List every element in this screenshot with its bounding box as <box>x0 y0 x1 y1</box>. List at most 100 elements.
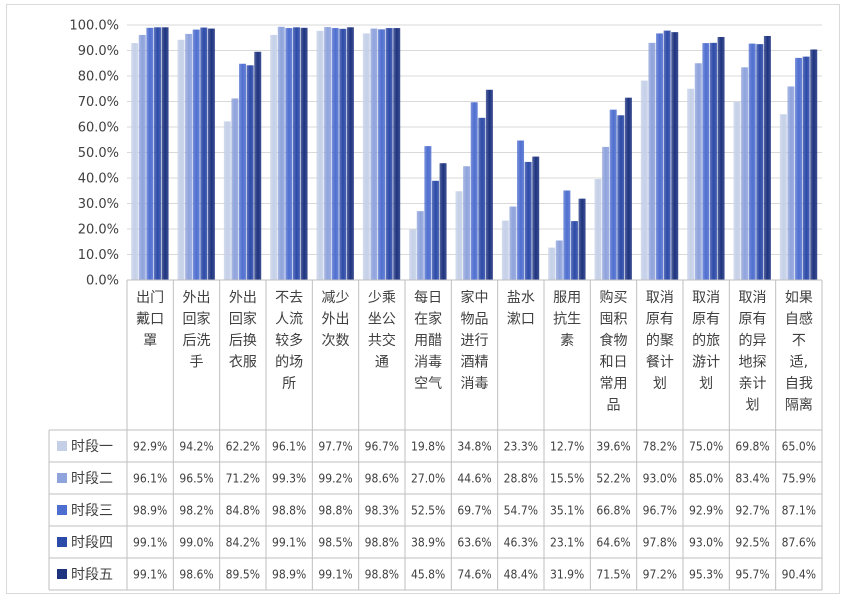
category-label: 后洗 <box>183 333 211 349</box>
data-table-cell: 84.2% <box>226 536 260 550</box>
data-table-cell: 93.0% <box>643 472 677 486</box>
bar <box>640 80 648 280</box>
data-table-cell: 98.8% <box>365 568 399 582</box>
data-table-cell: 64.6% <box>596 536 630 550</box>
legend-label: 时段二 <box>71 471 113 487</box>
category-label: 手 <box>190 355 204 371</box>
category-label: 自我 <box>785 376 813 392</box>
bar <box>393 28 401 281</box>
bar <box>478 117 486 280</box>
category-label: 酒精 <box>461 355 489 371</box>
data-table-cell: 98.8% <box>318 504 352 518</box>
category-label: 共交 <box>368 332 396 349</box>
category-label: 人流 <box>275 312 303 328</box>
bar <box>748 43 756 280</box>
category-label: 地探 <box>739 355 767 371</box>
data-table-cell: 35.1% <box>550 504 584 518</box>
category-label: 外出 <box>229 290 257 306</box>
data-table-cell: 97.8% <box>643 536 677 550</box>
bar <box>470 102 478 280</box>
data-table-cell: 90.4% <box>782 568 816 582</box>
category-label: 自感 <box>785 311 813 328</box>
bar <box>810 49 818 281</box>
bar <box>709 42 717 280</box>
category-label: 坐公 <box>368 312 396 328</box>
category-label: 素 <box>560 333 574 349</box>
bar <box>687 88 695 280</box>
legend-label: 时段五 <box>71 567 113 583</box>
data-table-cell: 54.7% <box>504 504 538 518</box>
category-label: 抗生 <box>553 312 581 328</box>
bar <box>624 97 632 280</box>
bar <box>146 27 154 281</box>
data-table-cell: 23.1% <box>550 536 584 550</box>
category-label: 和日 <box>600 355 628 371</box>
bar <box>617 115 625 281</box>
legend-swatch <box>57 441 67 451</box>
category-label: 物品 <box>461 312 489 328</box>
y-tick-label: 20.0% <box>78 223 119 238</box>
category-label: 衣服 <box>229 355 257 371</box>
data-table-cell: 48.4% <box>504 568 538 582</box>
data-table-cell: 78.2% <box>643 440 677 454</box>
y-tick-label: 30.0% <box>78 197 119 212</box>
bar <box>694 63 702 280</box>
category-label: 消毒 <box>414 355 442 371</box>
category-label: 常用 <box>600 376 628 392</box>
category-label: 划 <box>746 398 760 414</box>
bar <box>270 34 278 280</box>
data-table-cell: 52.5% <box>411 504 445 518</box>
legend-swatch <box>57 569 67 579</box>
bar <box>153 27 161 281</box>
bar <box>656 33 664 280</box>
category-label: 食物 <box>600 332 628 349</box>
data-table-cell: 98.6% <box>365 472 399 486</box>
bar <box>316 30 324 280</box>
data-table-cell: 46.3% <box>504 536 538 550</box>
bar <box>509 206 517 280</box>
data-table-cell: 96.7% <box>643 504 677 518</box>
category-label: 适, <box>790 355 808 371</box>
data-table-cell: 99.1% <box>272 536 306 550</box>
category-label: 取消 <box>646 290 674 306</box>
category-label: 较多 <box>275 332 303 349</box>
bar <box>756 44 764 280</box>
category-label: 餐计 <box>646 355 674 371</box>
bar <box>563 190 571 280</box>
category-label: 外出 <box>322 312 350 328</box>
category-label: 进行 <box>461 333 489 349</box>
data-table-cell: 66.8% <box>596 504 630 518</box>
bar <box>161 27 169 281</box>
bar <box>594 179 602 280</box>
y-tick-label: 50.0% <box>78 146 119 161</box>
data-table-cell: 62.2% <box>226 440 260 454</box>
category-label: 划 <box>653 376 667 392</box>
category-label: 每日 <box>414 290 442 306</box>
data-table-cell: 98.5% <box>318 536 352 550</box>
bar <box>324 27 332 281</box>
category-label: 服用 <box>553 290 581 306</box>
y-tick-label: 80.0% <box>78 70 119 85</box>
bar <box>555 240 563 280</box>
category-label: 回家 <box>183 311 211 328</box>
legend-label: 时段三 <box>71 503 113 519</box>
category-label: 的异 <box>739 333 767 349</box>
bar <box>717 36 725 280</box>
y-tick-label: 0.0% <box>86 274 119 289</box>
data-table-cell: 96.5% <box>179 472 213 486</box>
y-tick-label: 100.0% <box>69 19 119 34</box>
data-table-cell: 89.5% <box>226 568 260 582</box>
bar <box>285 28 293 281</box>
data-table-cell: 74.6% <box>457 568 491 582</box>
data-table-cell: 99.1% <box>133 536 167 550</box>
data-table-cell: 98.2% <box>179 504 213 518</box>
category-label: 不去 <box>275 290 303 306</box>
bar <box>570 221 578 280</box>
category-label: 外出 <box>183 290 211 306</box>
legend-label: 时段一 <box>71 439 113 455</box>
category-label: 不 <box>792 333 806 349</box>
bar <box>385 28 393 281</box>
data-table-cell: 98.8% <box>272 504 306 518</box>
bar <box>733 102 741 280</box>
bar <box>463 166 471 280</box>
